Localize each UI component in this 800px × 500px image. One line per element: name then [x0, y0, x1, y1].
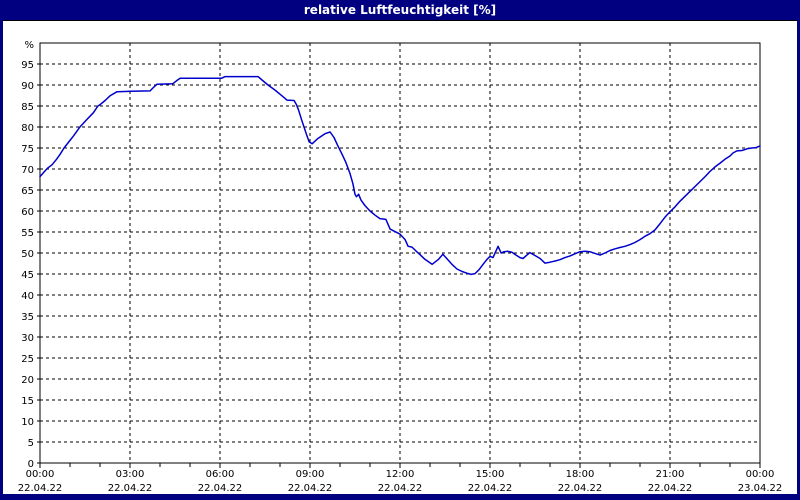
x-tick-time-label: 03:00 [116, 469, 145, 480]
x-tick-time-label: 06:00 [206, 469, 235, 480]
window-title: relative Luftfeuchtigkeit [%] [303, 3, 497, 17]
y-tick-label: 60 [21, 207, 34, 218]
x-tick-date-label: 22.04.22 [378, 483, 423, 494]
x-tick-time-label: 00:00 [746, 469, 775, 480]
x-tick-time-label: 09:00 [296, 469, 325, 480]
y-axis-unit-label: % [24, 40, 34, 51]
y-tick-label: 85 [21, 102, 34, 113]
y-tick-label: 15 [21, 396, 34, 407]
y-tick-label: 45 [21, 270, 34, 281]
x-tick-date-label: 22.04.22 [648, 483, 693, 494]
y-tick-label: 35 [21, 312, 34, 323]
x-tick-date-label: 22.04.22 [288, 483, 333, 494]
x-tick-time-label: 18:00 [566, 469, 595, 480]
y-tick-label: 5 [28, 438, 34, 449]
x-axis-ticks [39, 463, 761, 468]
y-tick-label: 75 [21, 144, 34, 155]
y-tick-label: 25 [21, 354, 34, 365]
x-tick-time-label: 00:00 [26, 469, 55, 480]
humidity-series-line [39, 75, 761, 276]
y-tick-label: 30 [21, 333, 34, 344]
y-axis-ticks [37, 63, 40, 464]
chart-area: % 95 90 85 80 75 70 65 60 55 50 45 40 35 30 25 20 15 10 5 0 0… [3, 20, 797, 494]
x-tick-date-label: 22.04.22 [18, 483, 63, 494]
title-bar: relative Luftfeuchtigkeit [%] [0, 0, 800, 20]
x-tick-date-label: 22.04.22 [558, 483, 603, 494]
x-tick-date-label: 22.04.22 [468, 483, 513, 494]
y-tick-label: 95 [21, 60, 34, 71]
y-tick-label: 50 [21, 249, 34, 260]
x-tick-time-label: 21:00 [656, 469, 685, 480]
humidity-line-chart: %959085807570656055504540353025201510500… [18, 40, 783, 494]
y-tick-label: 10 [21, 417, 34, 428]
y-tick-label: 0 [28, 459, 34, 470]
y-tick-label: 40 [21, 291, 34, 302]
x-tick-date-label: 23.04.22 [738, 483, 783, 494]
y-tick-label: 65 [21, 186, 34, 197]
y-tick-label: 55 [21, 228, 34, 239]
x-tick-time-label: 12:00 [386, 469, 415, 480]
y-tick-label: 70 [21, 165, 34, 176]
y-tick-label: 90 [21, 81, 34, 92]
vertical-gridlines [129, 43, 671, 463]
x-tick-date-label: 22.04.22 [108, 483, 153, 494]
x-axis-labels: 00:00 22.04.22 03:00 22.04.22 06:00 22.04.22 0… [18, 469, 783, 494]
y-tick-label: 80 [21, 123, 34, 134]
x-tick-date-label: 22.04.22 [198, 483, 243, 494]
y-tick-label: 20 [21, 375, 34, 386]
x-tick-time-label: 15:00 [476, 469, 505, 480]
